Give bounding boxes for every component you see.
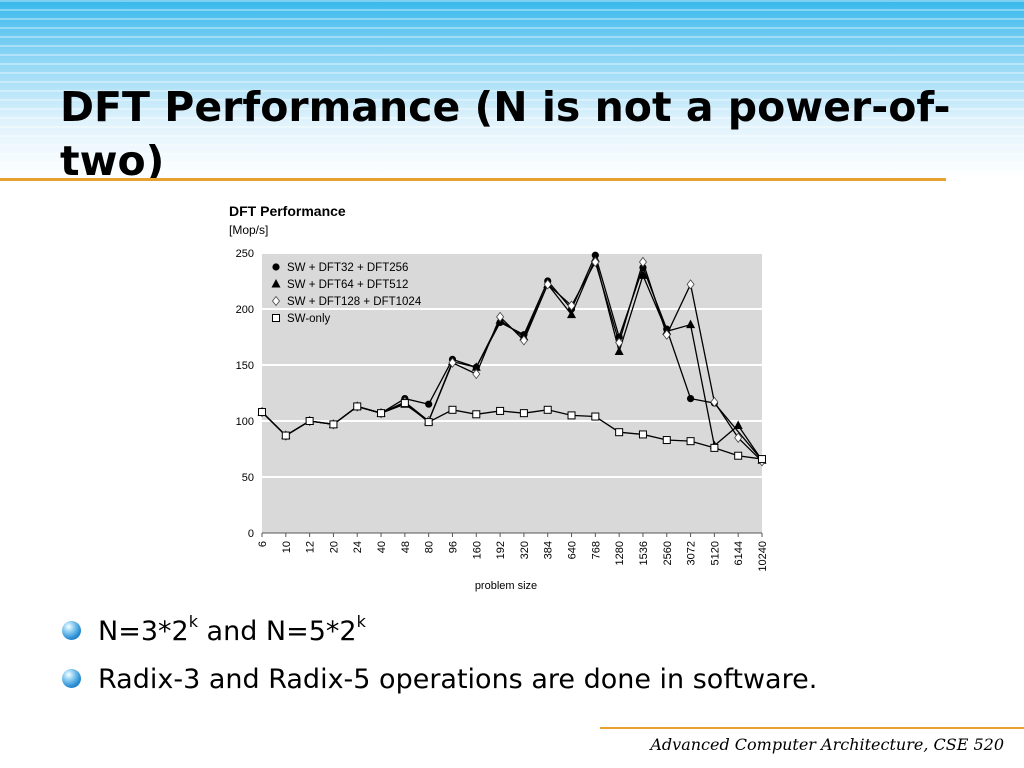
data-point-open-square <box>758 455 766 464</box>
bullet-superscript-1: k <box>188 612 198 631</box>
legend-label: SW + DFT128 + DFT1024 <box>287 296 422 308</box>
bullet-icon <box>62 669 81 688</box>
legend-marker-open-square <box>272 314 280 322</box>
data-point-open-square <box>543 405 552 414</box>
legend-label: SW-only <box>287 313 330 325</box>
data-point-filled-triangle <box>614 346 624 356</box>
header-background <box>0 0 1024 180</box>
data-point-open-diamond <box>686 279 695 290</box>
data-point-open-square <box>448 405 457 414</box>
x-tick-label: 3072 <box>686 541 698 565</box>
y-tick-label: 250 <box>236 248 254 260</box>
data-point-open-square <box>424 418 433 427</box>
x-tick-label: 1280 <box>614 541 626 565</box>
footer-text: Advanced Computer Architecture, CSE 520 <box>650 735 1004 754</box>
y-tick-label: 200 <box>236 304 254 316</box>
data-point-open-diamond <box>496 311 505 322</box>
data-point-open-diamond <box>472 368 481 380</box>
data-point-open-diamond <box>638 256 647 268</box>
bullet-item: N=3*2k and N=5*2k <box>62 612 817 660</box>
data-point-open-diamond <box>734 432 743 443</box>
legend-marker-open-diamond <box>271 295 281 307</box>
x-tick-label: 320 <box>519 541 531 559</box>
x-tick-label: 384 <box>543 541 555 559</box>
data-point-open-diamond <box>662 329 671 340</box>
x-tick-label: 768 <box>590 541 602 559</box>
data-point-open-square <box>662 436 671 445</box>
slide-title: DFT Performance (N is not a power-of-two… <box>60 83 951 185</box>
x-tick-label: 2560 <box>662 541 674 565</box>
data-point-filled-triangle <box>733 420 743 429</box>
x-tick-label: 40 <box>376 541 388 553</box>
x-tick-label: 80 <box>424 541 436 553</box>
data-point-filled-circle <box>686 395 695 403</box>
data-point-filled-triangle <box>686 319 696 329</box>
data-point-filled-circle <box>425 400 433 408</box>
data-point-open-square <box>686 437 695 446</box>
data-point-open-diamond <box>710 396 719 408</box>
legend-marker-filled-circle <box>272 263 280 271</box>
x-tick-label: 5120 <box>709 541 721 565</box>
legend-label: SW + DFT32 + DFT256 <box>287 262 408 274</box>
data-point-open-square <box>377 409 386 418</box>
x-tick-label: 20 <box>328 541 340 553</box>
plot-area <box>262 253 762 533</box>
x-tick-label: 10 <box>281 541 293 553</box>
data-point-open-square <box>710 443 719 452</box>
y-axis-label: [Mop/s] <box>229 223 268 237</box>
data-point-open-square <box>305 417 314 425</box>
x-tick-label: 48 <box>400 541 412 553</box>
bullet-item: Radix-3 and Radix-5 operations are done … <box>62 660 817 708</box>
data-point-open-square <box>329 420 338 429</box>
bullet-superscript-2: k <box>356 612 366 631</box>
dft-performance-chart: DFT Performance [Mop/s] 0 50 100 150 200 250 6 10… <box>229 203 769 592</box>
data-point-open-square <box>281 431 290 440</box>
data-point-open-diamond <box>615 337 624 348</box>
data-point-open-square <box>258 408 266 417</box>
series-line-open-square <box>261 402 763 460</box>
data-point-open-diamond <box>591 256 600 268</box>
footer-divider <box>600 727 1024 729</box>
bullet-icon <box>62 621 81 640</box>
data-point-open-square <box>353 402 362 411</box>
x-tick-label: 10240 <box>757 541 769 572</box>
data-point-open-diamond <box>567 300 576 311</box>
y-tick-label: 0 <box>248 528 254 540</box>
data-point-open-square <box>615 428 624 437</box>
x-tick-label: 12 <box>305 541 317 553</box>
data-point-open-square <box>519 409 528 418</box>
x-tick-label: 192 <box>495 541 507 559</box>
data-point-open-diamond <box>519 335 528 346</box>
y-tick-label: 150 <box>236 360 254 372</box>
data-point-filled-triangle <box>567 309 577 319</box>
x-tick-label: 640 <box>567 541 579 559</box>
x-tick-label: 6 <box>257 541 269 547</box>
x-tick-label: 160 <box>471 541 483 559</box>
data-point-open-square <box>638 430 647 439</box>
data-point-open-diamond <box>448 357 457 368</box>
bullet-text-1a: N=3*2 <box>98 616 189 647</box>
y-tick-label: 50 <box>242 472 254 484</box>
data-point-filled-triangle <box>638 270 648 279</box>
x-tick-label: 6144 <box>733 541 745 565</box>
legend-label: SW + DFT64 + DFT512 <box>287 279 408 291</box>
legend-marker-filled-triangle <box>271 279 281 288</box>
y-tick-label: 100 <box>236 416 254 428</box>
chart-title: DFT Performance <box>229 203 346 219</box>
title-divider <box>0 178 946 181</box>
data-point-open-square <box>591 412 600 421</box>
data-point-open-square <box>496 406 505 415</box>
data-point-open-diamond <box>543 279 552 290</box>
x-axis-label: problem size <box>475 580 537 592</box>
x-tick-label: 1536 <box>638 541 650 565</box>
x-tick-label: 24 <box>352 541 364 553</box>
data-point-open-square <box>567 411 576 420</box>
data-point-open-square <box>472 410 481 419</box>
data-point-open-square <box>400 399 409 408</box>
x-tick-label: 96 <box>447 541 459 553</box>
bullet-list: N=3*2k and N=5*2k Radix-3 and Radix-5 op… <box>62 612 817 708</box>
bullet-text-2: Radix-3 and Radix-5 operations are done … <box>98 664 818 695</box>
bullet-text-1b: and N=5*2 <box>197 616 357 647</box>
data-point-open-square <box>734 451 743 460</box>
